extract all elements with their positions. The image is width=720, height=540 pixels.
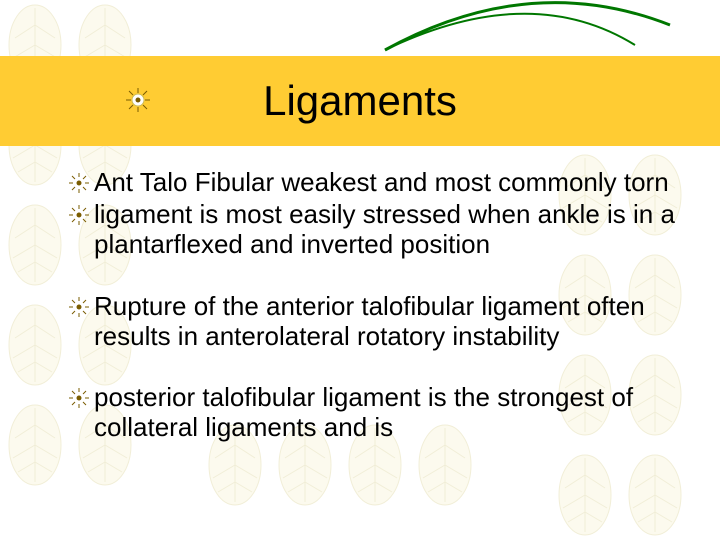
list-item: ligament is most easily stressed when an… xyxy=(68,200,680,260)
list-item: Ant Talo Fibular weakest and most common… xyxy=(68,168,680,198)
content-area: Ant Talo Fibular weakest and most common… xyxy=(68,168,680,445)
slide-title: Ligaments xyxy=(263,77,457,125)
list-item: Rupture of the anterior talofibular liga… xyxy=(68,292,680,352)
swoosh-decoration xyxy=(380,0,680,60)
title-band: Ligaments xyxy=(0,56,720,146)
title-bullet-icon xyxy=(124,86,152,114)
bullet-icon xyxy=(68,387,94,409)
list-item: posterior talofibular ligament is the st… xyxy=(68,383,680,443)
bullet-text: Ant Talo Fibular weakest and most common… xyxy=(94,168,680,198)
bullet-icon xyxy=(68,172,94,194)
bullet-icon xyxy=(68,204,94,226)
bullet-text: Rupture of the anterior talofibular liga… xyxy=(94,292,680,352)
bullet-icon xyxy=(68,296,94,318)
bullet-text: posterior talofibular ligament is the st… xyxy=(94,383,680,443)
bullet-text: ligament is most easily stressed when an… xyxy=(94,200,680,260)
